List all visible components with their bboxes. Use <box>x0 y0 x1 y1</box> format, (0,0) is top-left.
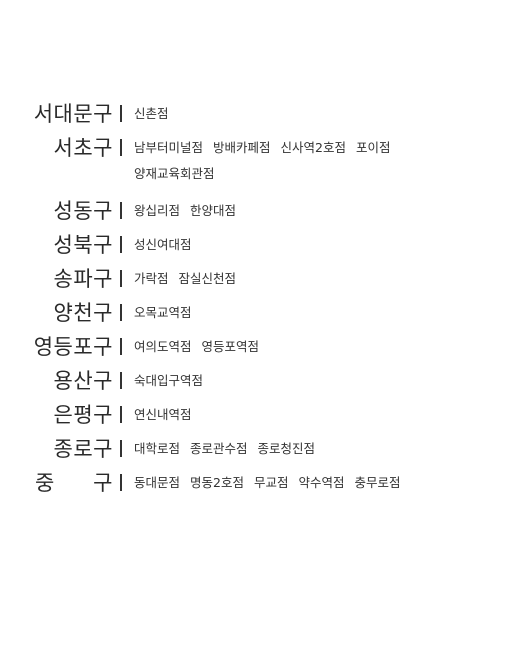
branch-link[interactable]: 숙대입구역점 <box>134 373 204 388</box>
district-name: 종로구 <box>53 437 113 461</box>
branch-link[interactable]: 성신여대점 <box>134 237 192 252</box>
branch-list: 성신여대점 <box>134 230 434 253</box>
branch-link[interactable]: 명동2호점 <box>190 475 244 490</box>
district-name-part: 구 <box>93 471 113 495</box>
branch-list: 동대문점 명동2호점 무교점 약수역점 충무로점 <box>134 468 434 491</box>
branch-link[interactable]: 오목교역점 <box>134 305 192 320</box>
branch-link[interactable]: 가락점 <box>134 271 169 286</box>
district-name: 성동구 <box>53 199 113 223</box>
branch-link[interactable]: 충무로점 <box>354 475 401 490</box>
district-row-jongno: 종로구 대학로점 종로관수점 종로청진점 <box>0 434 511 468</box>
district-row-seocho: 서초구 남부터미널점 방배카페점 신사역2호점 포이점 양재교육회관점 <box>0 133 511 196</box>
district-name: 송파구 <box>53 267 113 291</box>
branch-link[interactable]: 동대문점 <box>134 475 181 490</box>
branch-link[interactable]: 한양대점 <box>190 203 237 218</box>
separator-bar <box>120 105 122 122</box>
branch-link[interactable]: 신촌점 <box>134 106 169 121</box>
district-name: 영등포구 <box>33 335 113 359</box>
branch-list: 여의도역점 영등포역점 <box>134 332 434 355</box>
branch-link[interactable]: 남부터미널점 <box>134 140 204 155</box>
branch-list: 숙대입구역점 <box>134 366 434 389</box>
district-row-seodaemun: 서대문구 신촌점 <box>0 99 511 133</box>
district-row-jung: 중 구 동대문점 명동2호점 무교점 약수역점 충무로점 <box>0 468 511 502</box>
district-name: 서초구 <box>53 136 113 160</box>
district-row-eunpyeong: 은평구 연신내역점 <box>0 400 511 434</box>
separator-bar <box>120 474 122 491</box>
district-row-yangcheon: 양천구 오목교역점 <box>0 298 511 332</box>
separator-bar <box>120 338 122 355</box>
district-row-yongsan: 용산구 숙대입구역점 <box>0 366 511 400</box>
branch-link[interactable]: 신사역2호점 <box>280 140 346 155</box>
branch-link[interactable]: 연신내역점 <box>134 407 192 422</box>
branch-link[interactable]: 잠실신천점 <box>178 271 237 286</box>
district-name: 은평구 <box>53 403 113 427</box>
separator-bar <box>120 139 122 156</box>
separator-bar <box>120 440 122 457</box>
district-row-yeongdeungpo: 영등포구 여의도역점 영등포역점 <box>0 332 511 366</box>
branch-link[interactable]: 양재교육회관점 <box>134 166 215 181</box>
separator-bar <box>120 270 122 287</box>
separator-bar <box>120 202 122 219</box>
branch-link[interactable]: 영등포역점 <box>201 339 260 354</box>
separator-bar <box>120 304 122 321</box>
branch-link[interactable]: 여의도역점 <box>134 339 192 354</box>
separator-bar <box>120 406 122 423</box>
district-name: 서대문구 <box>33 102 113 126</box>
district-name: 성북구 <box>53 233 113 257</box>
branch-link[interactable]: 약수역점 <box>298 475 345 490</box>
branch-link[interactable]: 왕십리점 <box>134 203 181 218</box>
separator-bar <box>120 236 122 253</box>
branch-list: 오목교역점 <box>134 298 434 321</box>
branch-link[interactable]: 무교점 <box>253 475 289 490</box>
district-name: 양천구 <box>53 301 113 325</box>
branch-link[interactable]: 종로관수점 <box>190 441 248 456</box>
district-row-songpa: 송파구 가락점 잠실신천점 <box>0 264 511 298</box>
branch-list: 가락점 잠실신천점 <box>134 264 434 287</box>
district-row-seongbuk: 성북구 성신여대점 <box>0 230 511 264</box>
branch-list: 연신내역점 <box>134 400 434 423</box>
branch-link[interactable]: 방배카페점 <box>213 140 271 155</box>
branch-link[interactable]: 종로청진점 <box>257 441 316 456</box>
branch-list: 대학로점 종로관수점 종로청진점 <box>134 434 434 457</box>
district-name-part: 중 <box>35 471 55 495</box>
branch-directory: 서대문구 신촌점 서초구 남부터미널점 방배카페점 신사역2호점 포이점 양재교… <box>0 99 511 502</box>
district-name: 용산구 <box>53 369 113 393</box>
branch-list: 왕십리점 한양대점 <box>134 196 434 219</box>
branch-list: 남부터미널점 방배카페점 신사역2호점 포이점 양재교육회관점 <box>134 133 434 182</box>
branch-link[interactable]: 포이점 <box>355 140 391 155</box>
district-name: 중 구 <box>35 468 113 498</box>
branch-list: 신촌점 <box>134 99 434 122</box>
branch-link[interactable]: 대학로점 <box>134 441 181 456</box>
district-row-seongdong: 성동구 왕십리점 한양대점 <box>0 196 511 230</box>
separator-bar <box>120 372 122 389</box>
